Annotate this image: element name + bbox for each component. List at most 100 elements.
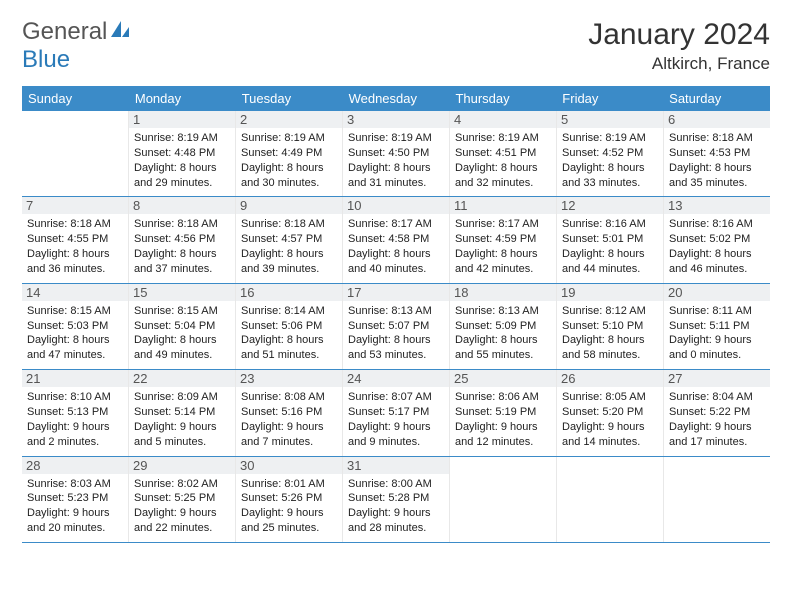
- daylight-line: and 46 minutes.: [669, 262, 765, 277]
- daylight-line: and 28 minutes.: [348, 521, 444, 536]
- sunset-line: Sunset: 4:58 PM: [348, 232, 444, 247]
- sunset-line: Sunset: 5:17 PM: [348, 405, 444, 420]
- day-cell: 28Sunrise: 8:03 AMSunset: 5:23 PMDayligh…: [22, 457, 129, 542]
- sunset-line: Sunset: 4:57 PM: [241, 232, 337, 247]
- sunrise-line: Sunrise: 8:13 AM: [455, 304, 551, 319]
- sunset-line: Sunset: 5:02 PM: [669, 232, 765, 247]
- day-number: 28: [22, 457, 128, 474]
- sunrise-line: Sunrise: 8:19 AM: [134, 131, 230, 146]
- logo-part1: General: [22, 18, 107, 45]
- daylight-line: Daylight: 8 hours: [348, 247, 444, 262]
- daylight-line: and 47 minutes.: [27, 348, 123, 363]
- logo-sail-icon: [109, 18, 131, 46]
- day-number: 11: [450, 197, 556, 214]
- sunrise-line: Sunrise: 8:04 AM: [669, 390, 765, 405]
- day-cell: 10Sunrise: 8:17 AMSunset: 4:58 PMDayligh…: [343, 197, 450, 282]
- daylight-line: Daylight: 8 hours: [669, 247, 765, 262]
- day-cell: 30Sunrise: 8:01 AMSunset: 5:26 PMDayligh…: [236, 457, 343, 542]
- dow-label: Wednesday: [343, 86, 450, 111]
- day-number: 15: [129, 284, 235, 301]
- day-number: 9: [236, 197, 342, 214]
- day-cell: 19Sunrise: 8:12 AMSunset: 5:10 PMDayligh…: [557, 284, 664, 369]
- sunrise-line: Sunrise: 8:19 AM: [241, 131, 337, 146]
- daylight-line: Daylight: 8 hours: [455, 247, 551, 262]
- day-cell: 11Sunrise: 8:17 AMSunset: 4:59 PMDayligh…: [450, 197, 557, 282]
- daylight-line: Daylight: 8 hours: [241, 161, 337, 176]
- daylight-line: and 0 minutes.: [669, 348, 765, 363]
- daylight-line: and 31 minutes.: [348, 176, 444, 191]
- sunrise-line: Sunrise: 8:03 AM: [27, 477, 123, 492]
- daylight-line: and 5 minutes.: [134, 435, 230, 450]
- sunset-line: Sunset: 4:55 PM: [27, 232, 123, 247]
- logo-part2: Blue: [22, 46, 70, 73]
- logo-text: GeneralBlue: [22, 18, 131, 74]
- sunrise-line: Sunrise: 8:06 AM: [455, 390, 551, 405]
- daylight-line: and 12 minutes.: [455, 435, 551, 450]
- sunrise-line: Sunrise: 8:07 AM: [348, 390, 444, 405]
- sunset-line: Sunset: 4:56 PM: [134, 232, 230, 247]
- sunrise-line: Sunrise: 8:17 AM: [455, 217, 551, 232]
- daylight-line: and 53 minutes.: [348, 348, 444, 363]
- sunset-line: Sunset: 5:22 PM: [669, 405, 765, 420]
- day-number: 29: [129, 457, 235, 474]
- sunrise-line: Sunrise: 8:17 AM: [348, 217, 444, 232]
- sunrise-line: Sunrise: 8:15 AM: [27, 304, 123, 319]
- day-number: 21: [22, 370, 128, 387]
- sunset-line: Sunset: 5:25 PM: [134, 491, 230, 506]
- location: Altkirch, France: [588, 54, 770, 74]
- sunrise-line: Sunrise: 8:18 AM: [241, 217, 337, 232]
- daylight-line: Daylight: 9 hours: [134, 420, 230, 435]
- sunset-line: Sunset: 5:04 PM: [134, 319, 230, 334]
- daylight-line: and 14 minutes.: [562, 435, 658, 450]
- sunset-line: Sunset: 5:19 PM: [455, 405, 551, 420]
- day-cell: 22Sunrise: 8:09 AMSunset: 5:14 PMDayligh…: [129, 370, 236, 455]
- week-row: 21Sunrise: 8:10 AMSunset: 5:13 PMDayligh…: [22, 370, 770, 456]
- dow-label: Sunday: [22, 86, 129, 111]
- daylight-line: and 29 minutes.: [134, 176, 230, 191]
- daylight-line: and 30 minutes.: [241, 176, 337, 191]
- daylight-line: Daylight: 8 hours: [27, 333, 123, 348]
- day-number: 7: [22, 197, 128, 214]
- daylight-line: Daylight: 8 hours: [455, 333, 551, 348]
- sunset-line: Sunset: 5:11 PM: [669, 319, 765, 334]
- daylight-line: and 35 minutes.: [669, 176, 765, 191]
- day-cell: 26Sunrise: 8:05 AMSunset: 5:20 PMDayligh…: [557, 370, 664, 455]
- daylight-line: Daylight: 8 hours: [348, 161, 444, 176]
- sunset-line: Sunset: 5:28 PM: [348, 491, 444, 506]
- sunrise-line: Sunrise: 8:10 AM: [27, 390, 123, 405]
- daylight-line: and 2 minutes.: [27, 435, 123, 450]
- dow-label: Friday: [556, 86, 663, 111]
- day-number: 4: [450, 111, 556, 128]
- day-cell: 17Sunrise: 8:13 AMSunset: 5:07 PMDayligh…: [343, 284, 450, 369]
- daylight-line: and 33 minutes.: [562, 176, 658, 191]
- day-cell: 18Sunrise: 8:13 AMSunset: 5:09 PMDayligh…: [450, 284, 557, 369]
- empty-cell: [664, 457, 770, 542]
- day-number: 20: [664, 284, 770, 301]
- day-number: 30: [236, 457, 342, 474]
- sunrise-line: Sunrise: 8:16 AM: [562, 217, 658, 232]
- daylight-line: and 36 minutes.: [27, 262, 123, 277]
- title-block: January 2024 Altkirch, France: [588, 18, 770, 74]
- sunset-line: Sunset: 5:03 PM: [27, 319, 123, 334]
- day-number: 3: [343, 111, 449, 128]
- sunset-line: Sunset: 5:20 PM: [562, 405, 658, 420]
- daylight-line: Daylight: 8 hours: [669, 161, 765, 176]
- day-cell: 29Sunrise: 8:02 AMSunset: 5:25 PMDayligh…: [129, 457, 236, 542]
- daylight-line: Daylight: 8 hours: [134, 247, 230, 262]
- weeks-container: 1Sunrise: 8:19 AMSunset: 4:48 PMDaylight…: [22, 111, 770, 543]
- day-number: 13: [664, 197, 770, 214]
- day-number: 19: [557, 284, 663, 301]
- empty-cell: [22, 111, 129, 196]
- sunset-line: Sunset: 5:10 PM: [562, 319, 658, 334]
- daylight-line: Daylight: 9 hours: [348, 420, 444, 435]
- day-number: 12: [557, 197, 663, 214]
- sunrise-line: Sunrise: 8:16 AM: [669, 217, 765, 232]
- day-number: 25: [450, 370, 556, 387]
- day-number: 16: [236, 284, 342, 301]
- day-cell: 7Sunrise: 8:18 AMSunset: 4:55 PMDaylight…: [22, 197, 129, 282]
- daylight-line: and 20 minutes.: [27, 521, 123, 536]
- day-cell: 12Sunrise: 8:16 AMSunset: 5:01 PMDayligh…: [557, 197, 664, 282]
- day-cell: 4Sunrise: 8:19 AMSunset: 4:51 PMDaylight…: [450, 111, 557, 196]
- sunrise-line: Sunrise: 8:18 AM: [27, 217, 123, 232]
- day-cell: 14Sunrise: 8:15 AMSunset: 5:03 PMDayligh…: [22, 284, 129, 369]
